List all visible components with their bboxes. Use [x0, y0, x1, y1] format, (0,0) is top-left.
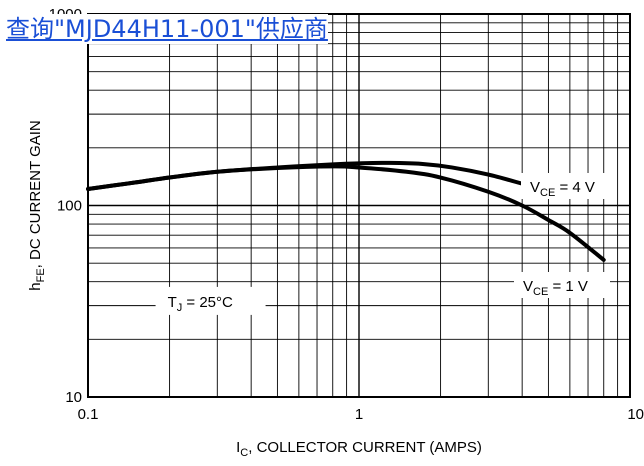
series-label: VCE = 1 V: [523, 278, 588, 298]
y-axis-label: hFE, DC CURRENT GAIN: [27, 120, 47, 290]
y-tick-label: 100: [57, 198, 82, 215]
grid: [88, 14, 630, 397]
x-tick-label: 10: [627, 406, 644, 423]
curves: [86, 160, 606, 262]
temperature-annotation: TJ = 25°C: [168, 294, 233, 314]
series-label: VCE = 4 V: [530, 179, 595, 199]
x-tick-label: 1: [355, 406, 363, 423]
series-line-2: [86, 164, 606, 262]
supplier-link[interactable]: 查询"MJD44H11-001"供应商: [6, 14, 328, 44]
labels: 0.1110101001000IC, COLLECTOR CURRENT (AM…: [27, 6, 644, 459]
x-tick-label: 0.1: [78, 406, 99, 423]
annotation-bg: [155, 286, 266, 315]
series-label-bg: [521, 173, 617, 199]
y-tick-label: 10: [65, 389, 82, 406]
x-axis-label: IC, COLLECTOR CURRENT (AMPS): [236, 439, 482, 459]
plot-frame: [87, 13, 631, 398]
series-label-bg: [514, 272, 610, 298]
